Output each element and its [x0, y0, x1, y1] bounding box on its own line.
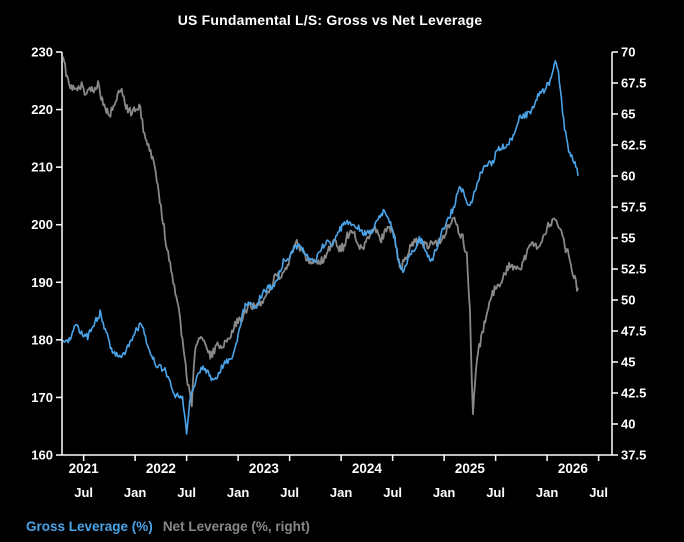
- left-axis-tick-label: 230: [31, 45, 53, 60]
- right-axis-tick-label: 62.5: [621, 138, 646, 153]
- right-axis-tick-label: 57.5: [621, 200, 646, 215]
- right-axis-tick-label: 47.5: [621, 324, 646, 339]
- x-axis-year-label: 2025: [455, 461, 486, 476]
- series-net-leverage: [62, 56, 579, 416]
- left-axis-tick-label: 160: [31, 448, 53, 463]
- left-axis-tick-label: 190: [31, 275, 53, 290]
- x-axis-year-label: 2023: [249, 461, 280, 476]
- x-axis-year-label: 2026: [558, 461, 589, 476]
- x-axis-month-label: Jul: [589, 485, 608, 500]
- x-axis-month-label: Jan: [433, 485, 455, 500]
- right-axis-tick-label: 42.5: [621, 386, 646, 401]
- x-axis-year-label: 2024: [352, 461, 383, 476]
- x-axis-month-label: Jul: [177, 485, 196, 500]
- right-axis-tick-label: 50: [621, 293, 635, 308]
- legend-net-label: Net Leverage (%, right): [162, 519, 310, 534]
- x-axis-month-label: Jul: [74, 485, 93, 500]
- x-axis-month-label: Jan: [227, 485, 249, 500]
- left-axis-tick-label: 220: [31, 102, 53, 117]
- series-gross-leverage: [62, 60, 579, 435]
- chart-title: US Fundamental L/S: Gross vs Net Leverag…: [177, 12, 483, 28]
- legend: Gross Leverage (%) Net Leverage (%, righ…: [26, 519, 310, 534]
- right-axis-tick-label: 45: [621, 355, 635, 370]
- right-axis-tick-label: 52.5: [621, 262, 646, 277]
- right-axis-tick-label: 40: [621, 417, 635, 432]
- left-axis-tick-label: 170: [31, 390, 53, 405]
- left-axis-tick-label: 200: [31, 217, 53, 232]
- x-axis-month-label: Jan: [536, 485, 558, 500]
- right-axis-tick-label: 37.5: [621, 448, 646, 463]
- x-axis-year-label: 2022: [146, 461, 176, 476]
- x-axis-year-label: 2021: [69, 461, 100, 476]
- right-axis-tick-label: 55: [621, 231, 635, 246]
- left-axis-tick-label: 180: [31, 332, 53, 347]
- right-axis-tick-label: 65: [621, 107, 635, 122]
- legend-gross-label: Gross Leverage (%): [26, 519, 153, 534]
- right-axis-tick-label: 70: [621, 45, 635, 60]
- x-axis-month-label: Jul: [486, 485, 505, 500]
- x-axis-month-label: Jul: [383, 485, 402, 500]
- right-axis-tick-label: 67.5: [621, 76, 646, 91]
- x-axis-month-label: Jul: [280, 485, 299, 500]
- x-axis-month-label: Jan: [330, 485, 352, 500]
- right-axis-tick-label: 60: [621, 169, 635, 184]
- x-axis-month-label: Jan: [124, 485, 146, 500]
- left-axis-tick-label: 210: [31, 160, 53, 175]
